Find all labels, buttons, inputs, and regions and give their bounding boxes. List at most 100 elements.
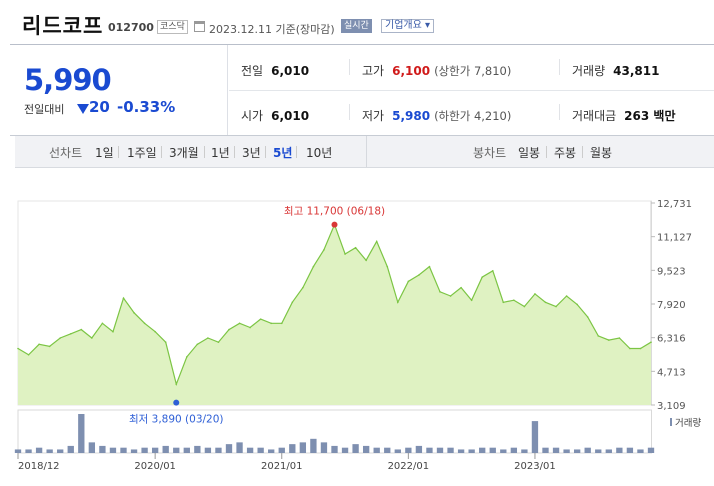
volume-bar: [215, 447, 222, 453]
volume-bar: [14, 449, 22, 453]
down-triangle-icon: [77, 104, 89, 114]
calendar-icon: [194, 21, 205, 32]
price-point: [365, 259, 367, 262]
open-cell: 시가 6,010: [241, 109, 310, 123]
period-tab-1y[interactable]: 1년: [211, 146, 230, 160]
period-tab-1w[interactable]: 1주일: [127, 146, 157, 160]
price-point: [481, 276, 484, 278]
volume-bar: [46, 449, 53, 453]
min-marker: [173, 399, 180, 406]
min-label: 최저 3,890 (03/20): [129, 414, 224, 426]
line-chart-label: 선차트: [49, 146, 83, 160]
prev-close-value: 6,010: [271, 64, 310, 78]
price-point: [386, 265, 389, 268]
tab-separator: [234, 146, 235, 158]
col-divider: [559, 59, 560, 75]
volume-bar: [468, 449, 475, 453]
price-chart-svg: 12,731 11,127 9,523 7,920 6,316 4,713 3,109 최고 …: [14, 199, 701, 472]
volume-bar: [246, 447, 254, 453]
y-tick-label: 7,920: [657, 300, 686, 311]
candle-tab-weekly[interactable]: 주봉: [554, 146, 577, 160]
tabs-divider: [366, 136, 367, 167]
volume-bar: [289, 444, 296, 453]
low-cell: 저가 5,980 (하한가 4,210): [362, 109, 512, 123]
volume-bar: [341, 447, 349, 453]
company-info-button[interactable]: 기업개요 ▾: [381, 19, 435, 33]
volume-bar: [183, 447, 190, 453]
period-tab-3m[interactable]: 3개월: [169, 146, 199, 160]
x-tick-label: 2023/01: [514, 461, 556, 472]
volume-bar: [99, 445, 106, 453]
price-point: [48, 345, 51, 348]
stock-name: 리드코프: [22, 14, 104, 38]
prev-close-cell: 전일 6,010: [241, 64, 310, 78]
volume-bar: [268, 449, 275, 453]
volume-frame: [17, 409, 652, 454]
y-tick-label: 6,316: [657, 334, 686, 345]
period-tab-5y[interactable]: 5년: [273, 146, 293, 160]
price-point: [576, 303, 578, 306]
price-point: [59, 337, 61, 339]
price-point: [17, 347, 19, 350]
tab-separator: [161, 146, 162, 158]
change-label: 전일대비: [24, 103, 65, 116]
x-tick-label: 2018/12: [18, 461, 60, 472]
volume-bar: [447, 447, 454, 453]
volume-bar: [57, 449, 64, 453]
candle-tab-monthly[interactable]: 월봉: [590, 146, 613, 160]
volume-bar: [521, 449, 528, 453]
amount-cell: 거래대금 263 백만: [572, 109, 676, 123]
stock-code: 012700: [108, 21, 154, 34]
price-point: [555, 305, 557, 308]
price-point: [375, 240, 378, 243]
high-cell: 고가 6,100 (상한가 7,810): [362, 64, 512, 78]
price-point: [513, 299, 515, 302]
volume-bar: [162, 445, 169, 453]
price-point: [186, 356, 188, 358]
lower-limit: (하한가 4,210): [434, 109, 512, 123]
price-point: [565, 295, 568, 297]
volume-bar: [436, 447, 444, 453]
period-tab-10y[interactable]: 10년: [306, 146, 333, 160]
candle-tab-daily[interactable]: 일봉: [518, 146, 541, 160]
volume-bar: [531, 421, 539, 453]
volume-bar: [457, 449, 465, 453]
price-change-percent: -0.33%: [117, 98, 176, 116]
volume-legend-label: 거래량: [675, 417, 701, 429]
price-point: [207, 337, 209, 339]
price-point: [228, 328, 230, 331]
y-tick-label: 9,523: [657, 266, 686, 277]
price-point: [523, 305, 526, 308]
realtime-button[interactable]: 실시간: [341, 19, 372, 33]
volume-legend-swatch: [670, 418, 672, 426]
price-point: [428, 265, 431, 268]
price-point: [397, 301, 399, 304]
volume-bar: [67, 445, 74, 453]
quote-date: 2023.12.11 기준(장마감): [209, 23, 335, 36]
volume-bar: [394, 449, 401, 453]
price-point: [101, 322, 104, 325]
volume-bar: [299, 442, 307, 453]
x-tick-label: 2021/01: [261, 461, 303, 472]
max-label: 최고 11,700 (06/18): [284, 206, 385, 218]
col-divider: [349, 104, 350, 120]
period-tab-3y[interactable]: 3년: [242, 146, 261, 160]
current-price: 5,990: [24, 63, 112, 97]
tab-separator: [204, 146, 205, 158]
stock-header: 리드코프 012700 코스닥 2023.12.11 기준(장마감) 실시간 기…: [0, 0, 714, 44]
volume-bar: [573, 449, 581, 453]
period-tab-1d[interactable]: 1일: [95, 146, 114, 160]
volume-bar: [616, 447, 623, 453]
price-point: [586, 316, 589, 318]
price-point: [38, 343, 40, 346]
price-point: [629, 347, 631, 350]
volume-bar: [563, 449, 570, 453]
tab-separator: [118, 146, 119, 158]
open-value: 6,010: [271, 109, 310, 123]
volume-bar: [35, 447, 43, 453]
price-point: [196, 343, 199, 346]
volume-bar: [194, 445, 201, 453]
volume-bar: [489, 447, 496, 453]
volume-bar: [141, 447, 148, 453]
price-point: [407, 280, 410, 283]
